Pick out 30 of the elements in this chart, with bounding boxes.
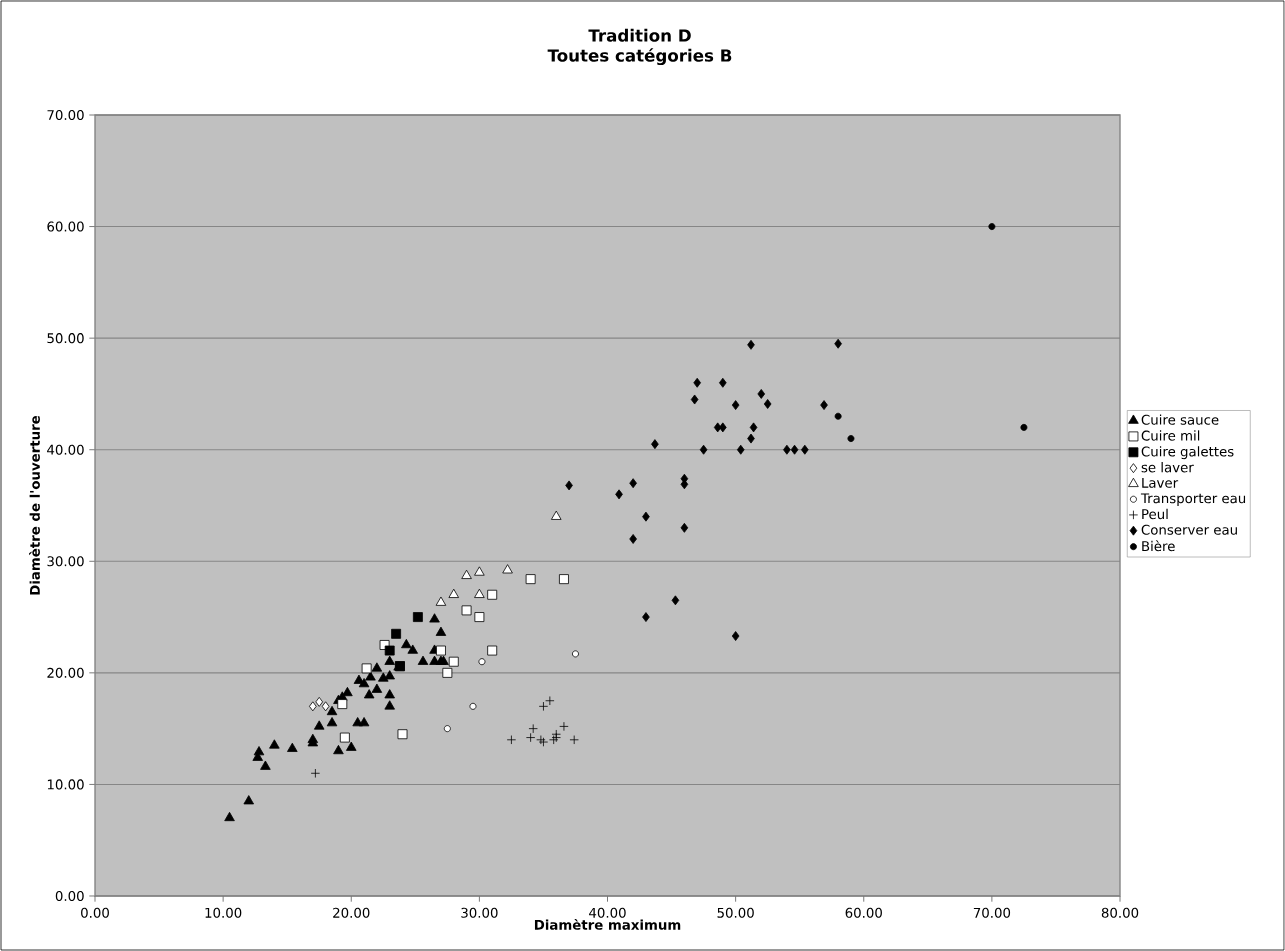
y-tick-label: 30.00 xyxy=(47,556,84,567)
legend-label: Bière xyxy=(1142,540,1175,552)
x-tick-label: 30.00 xyxy=(461,907,498,918)
legend-label: Transporter eau xyxy=(1140,493,1246,506)
x-tick-label: 10.00 xyxy=(205,907,242,918)
y-tick-label: 40.00 xyxy=(47,444,84,455)
x-tick-label: 40.00 xyxy=(589,907,626,918)
y-tick-label: 50.00 xyxy=(47,333,84,344)
legend-label: Conserver eau xyxy=(1141,524,1237,535)
x-tick-label: 80.00 xyxy=(1101,907,1139,918)
x-tick-label: 50.00 xyxy=(717,907,754,918)
y-tick-label: 20.00 xyxy=(47,667,84,678)
y-tick-label: 10.00 xyxy=(47,779,84,790)
x-tick-label: 0.00 xyxy=(81,907,109,918)
legend-label: Peul xyxy=(1142,508,1168,520)
x-tick-label: 60.00 xyxy=(845,907,882,918)
y-axis-title: Diamètre de l'ouverture xyxy=(29,415,40,595)
legend-label: Laver xyxy=(1142,477,1179,488)
y-tick-label: 60.00 xyxy=(47,221,84,232)
chart-subtitle: Toutes catégories B xyxy=(547,48,732,66)
y-tick-label: 70.00 xyxy=(47,109,84,121)
legend-label: se laver xyxy=(1141,462,1194,473)
x-tick-label: 20.00 xyxy=(333,907,370,918)
legend-label: Cuire galettes xyxy=(1141,446,1234,460)
x-axis-title: Diamètre maximum xyxy=(534,918,681,930)
chart-title: Tradition D xyxy=(588,28,691,42)
y-tick-label: 0.00 xyxy=(55,890,84,902)
legend-label: Cuire mil xyxy=(1141,430,1200,441)
x-tick-label: 70.00 xyxy=(973,907,1011,918)
legend-label: Cuire sauce xyxy=(1141,414,1219,425)
